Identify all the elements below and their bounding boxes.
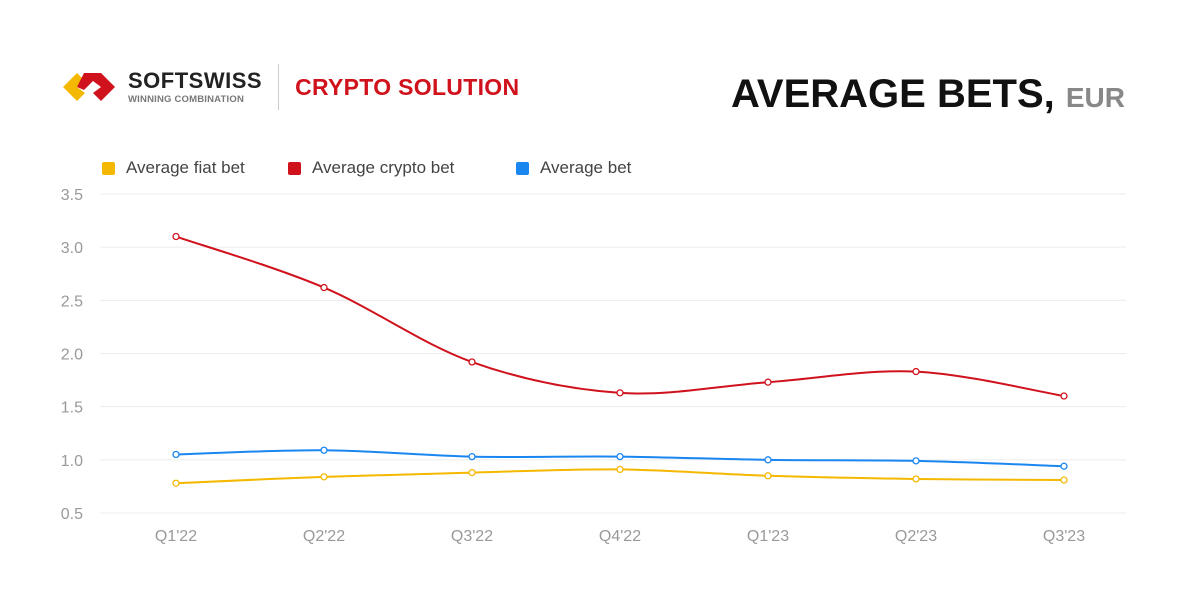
data-point	[1060, 392, 1068, 400]
data-point	[912, 367, 920, 376]
chart-title: AVERAGE BETS, EUR	[731, 72, 1125, 117]
y-tick-label: 2.5	[61, 293, 83, 310]
data-point	[320, 283, 328, 292]
y-tick-label: 2.0	[61, 347, 83, 364]
data-point	[912, 475, 920, 483]
data-point	[616, 465, 624, 474]
logo-mark-icon	[63, 73, 115, 101]
data-point	[764, 472, 772, 480]
legend-swatch	[102, 161, 115, 175]
legend-item-fiat: Average fiat bet	[102, 158, 245, 178]
legend-item-average: Average bet	[516, 158, 631, 178]
legend-label: Average fiat bet	[126, 158, 245, 177]
data-point	[468, 358, 476, 366]
x-tick-label: Q1'23	[747, 528, 789, 545]
y-tick-label: 3.0	[61, 240, 83, 257]
data-point	[912, 457, 920, 465]
y-tick-label: 3.5	[61, 187, 83, 204]
x-tick-label: Q2'22	[303, 528, 345, 545]
brand-tagline: WINNING COMBINATION	[128, 93, 245, 105]
data-point	[1060, 476, 1068, 484]
y-tick-label: 0.5	[61, 506, 83, 523]
data-point	[320, 473, 328, 481]
data-point	[1060, 462, 1068, 470]
data-point	[172, 232, 180, 241]
softswiss-logo: SOFTSWISS WINNING COMBINATION CRYPTO SOL…	[60, 64, 519, 110]
y-tick-label: 1.5	[61, 400, 83, 417]
data-point	[764, 378, 772, 386]
legend-item-crypto: Average crypto bet	[288, 158, 454, 178]
x-tick-label: Q3'23	[1043, 528, 1085, 545]
x-tick-label: Q3'22	[451, 528, 493, 545]
data-point	[172, 479, 180, 487]
chart-title-text: AVERAGE BETS,	[731, 72, 1055, 116]
brand-name: SOFTSWISS	[128, 67, 263, 93]
x-tick-label: Q4'22	[599, 528, 641, 545]
data-point	[172, 450, 180, 459]
legend-swatch	[516, 161, 529, 175]
data-point	[320, 446, 328, 454]
data-point	[468, 452, 476, 461]
product-name: CRYPTO SOLUTION	[295, 73, 520, 100]
data-point	[764, 456, 772, 464]
legend-label: Average bet	[540, 158, 632, 177]
chart-title-unit: EUR	[1065, 82, 1125, 113]
logo-divider	[278, 64, 280, 110]
legend-swatch	[288, 161, 301, 175]
data-point	[468, 468, 476, 477]
legend-label: Average crypto bet	[312, 158, 455, 177]
data-point	[616, 452, 624, 461]
data-point	[616, 389, 624, 397]
series-line	[175, 235, 1065, 398]
x-tick-label: Q1'22	[155, 528, 197, 545]
x-tick-label: Q2'23	[895, 528, 937, 545]
y-tick-label: 1.0	[61, 453, 83, 470]
